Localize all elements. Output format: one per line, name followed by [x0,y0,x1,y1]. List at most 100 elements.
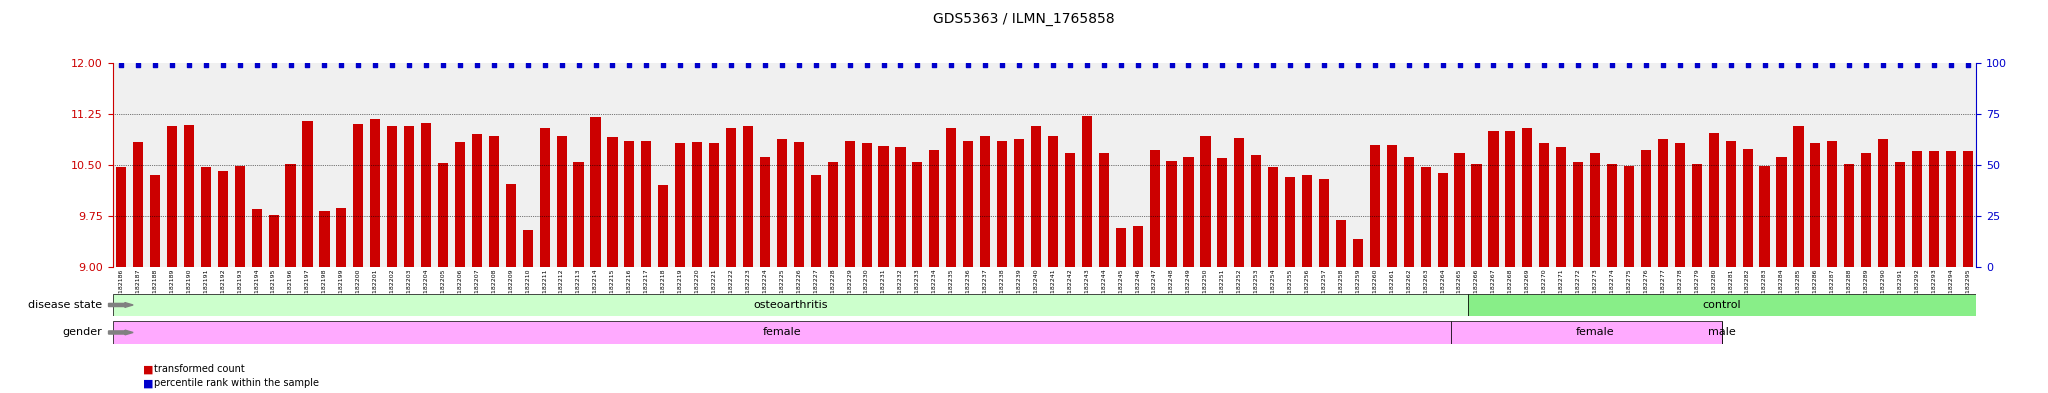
Bar [1468,294,1976,316]
Bar [1743,149,1753,267]
Point [901,62,934,68]
Bar [1878,139,1888,267]
Bar [1810,143,1821,267]
Point [545,62,578,68]
Bar [113,294,1468,316]
Point [1511,62,1544,68]
Bar [811,175,821,267]
Point [715,62,748,68]
Point [307,62,340,68]
Bar [1708,133,1718,267]
Point [358,62,391,68]
Bar [1133,226,1143,267]
Point [647,62,680,68]
Point [1849,62,1882,68]
Point [1579,62,1612,68]
Point [188,62,223,68]
Bar [1452,321,1722,344]
Point [850,62,883,68]
Point [580,62,612,68]
Point [885,62,918,68]
Bar [1421,167,1432,267]
Point [342,62,375,68]
Bar [1354,239,1364,267]
Point [1952,62,1985,68]
Point [731,62,764,68]
Point [1104,62,1137,68]
Point [1544,62,1577,68]
Bar [1184,157,1194,267]
Bar [455,142,465,267]
Bar [1827,141,1837,267]
Bar [217,171,227,267]
Bar [1081,116,1092,267]
Point [561,62,594,68]
Bar [557,136,567,267]
Point [1630,62,1663,68]
Point [1917,62,1950,68]
Point [1647,62,1679,68]
Point [104,62,137,68]
Point [612,62,645,68]
Bar [184,125,195,267]
Point [799,62,831,68]
Point [1122,62,1155,68]
Bar [1116,228,1126,267]
Point [596,62,629,68]
Bar [285,164,295,267]
Point [1698,62,1731,68]
Point [698,62,731,68]
Bar [795,142,805,267]
Bar [522,230,532,267]
Point [223,62,256,68]
Bar [506,184,516,267]
Bar [725,128,735,267]
Bar [387,125,397,267]
Bar [1489,131,1499,267]
Text: female: female [762,327,801,338]
Point [782,62,815,68]
Bar [117,167,127,267]
Text: disease state: disease state [29,300,102,310]
Point [121,62,154,68]
Bar [1962,151,1972,267]
Point [969,62,1001,68]
Bar [641,141,651,267]
Point [1714,62,1747,68]
Point [1595,62,1628,68]
Bar [1030,125,1040,267]
Bar [1098,153,1108,267]
Point [1171,62,1204,68]
Bar [303,121,313,267]
Bar [1251,155,1262,267]
Bar [201,167,211,267]
Point [834,62,866,68]
Bar [573,162,584,267]
Bar [608,137,618,267]
Bar [371,119,381,267]
Text: osteoarthritis: osteoarthritis [754,300,827,310]
Point [139,62,172,68]
Bar [1913,151,1923,267]
Point [512,62,545,68]
Point [1884,62,1917,68]
Bar [236,166,246,267]
Bar [1589,153,1599,267]
Bar [252,209,262,267]
Bar [403,125,414,267]
Text: control: control [1702,300,1741,310]
Point [1290,62,1323,68]
Bar [1640,150,1651,267]
Bar [1403,157,1413,267]
Point [918,62,950,68]
Point [1155,62,1188,68]
Bar [743,125,754,267]
Point [1460,62,1493,68]
Point [326,62,358,68]
Bar [1303,175,1313,267]
Point [1749,62,1782,68]
Bar [1268,167,1278,267]
Point [1493,62,1526,68]
Point [1307,62,1339,68]
Point [426,62,459,68]
